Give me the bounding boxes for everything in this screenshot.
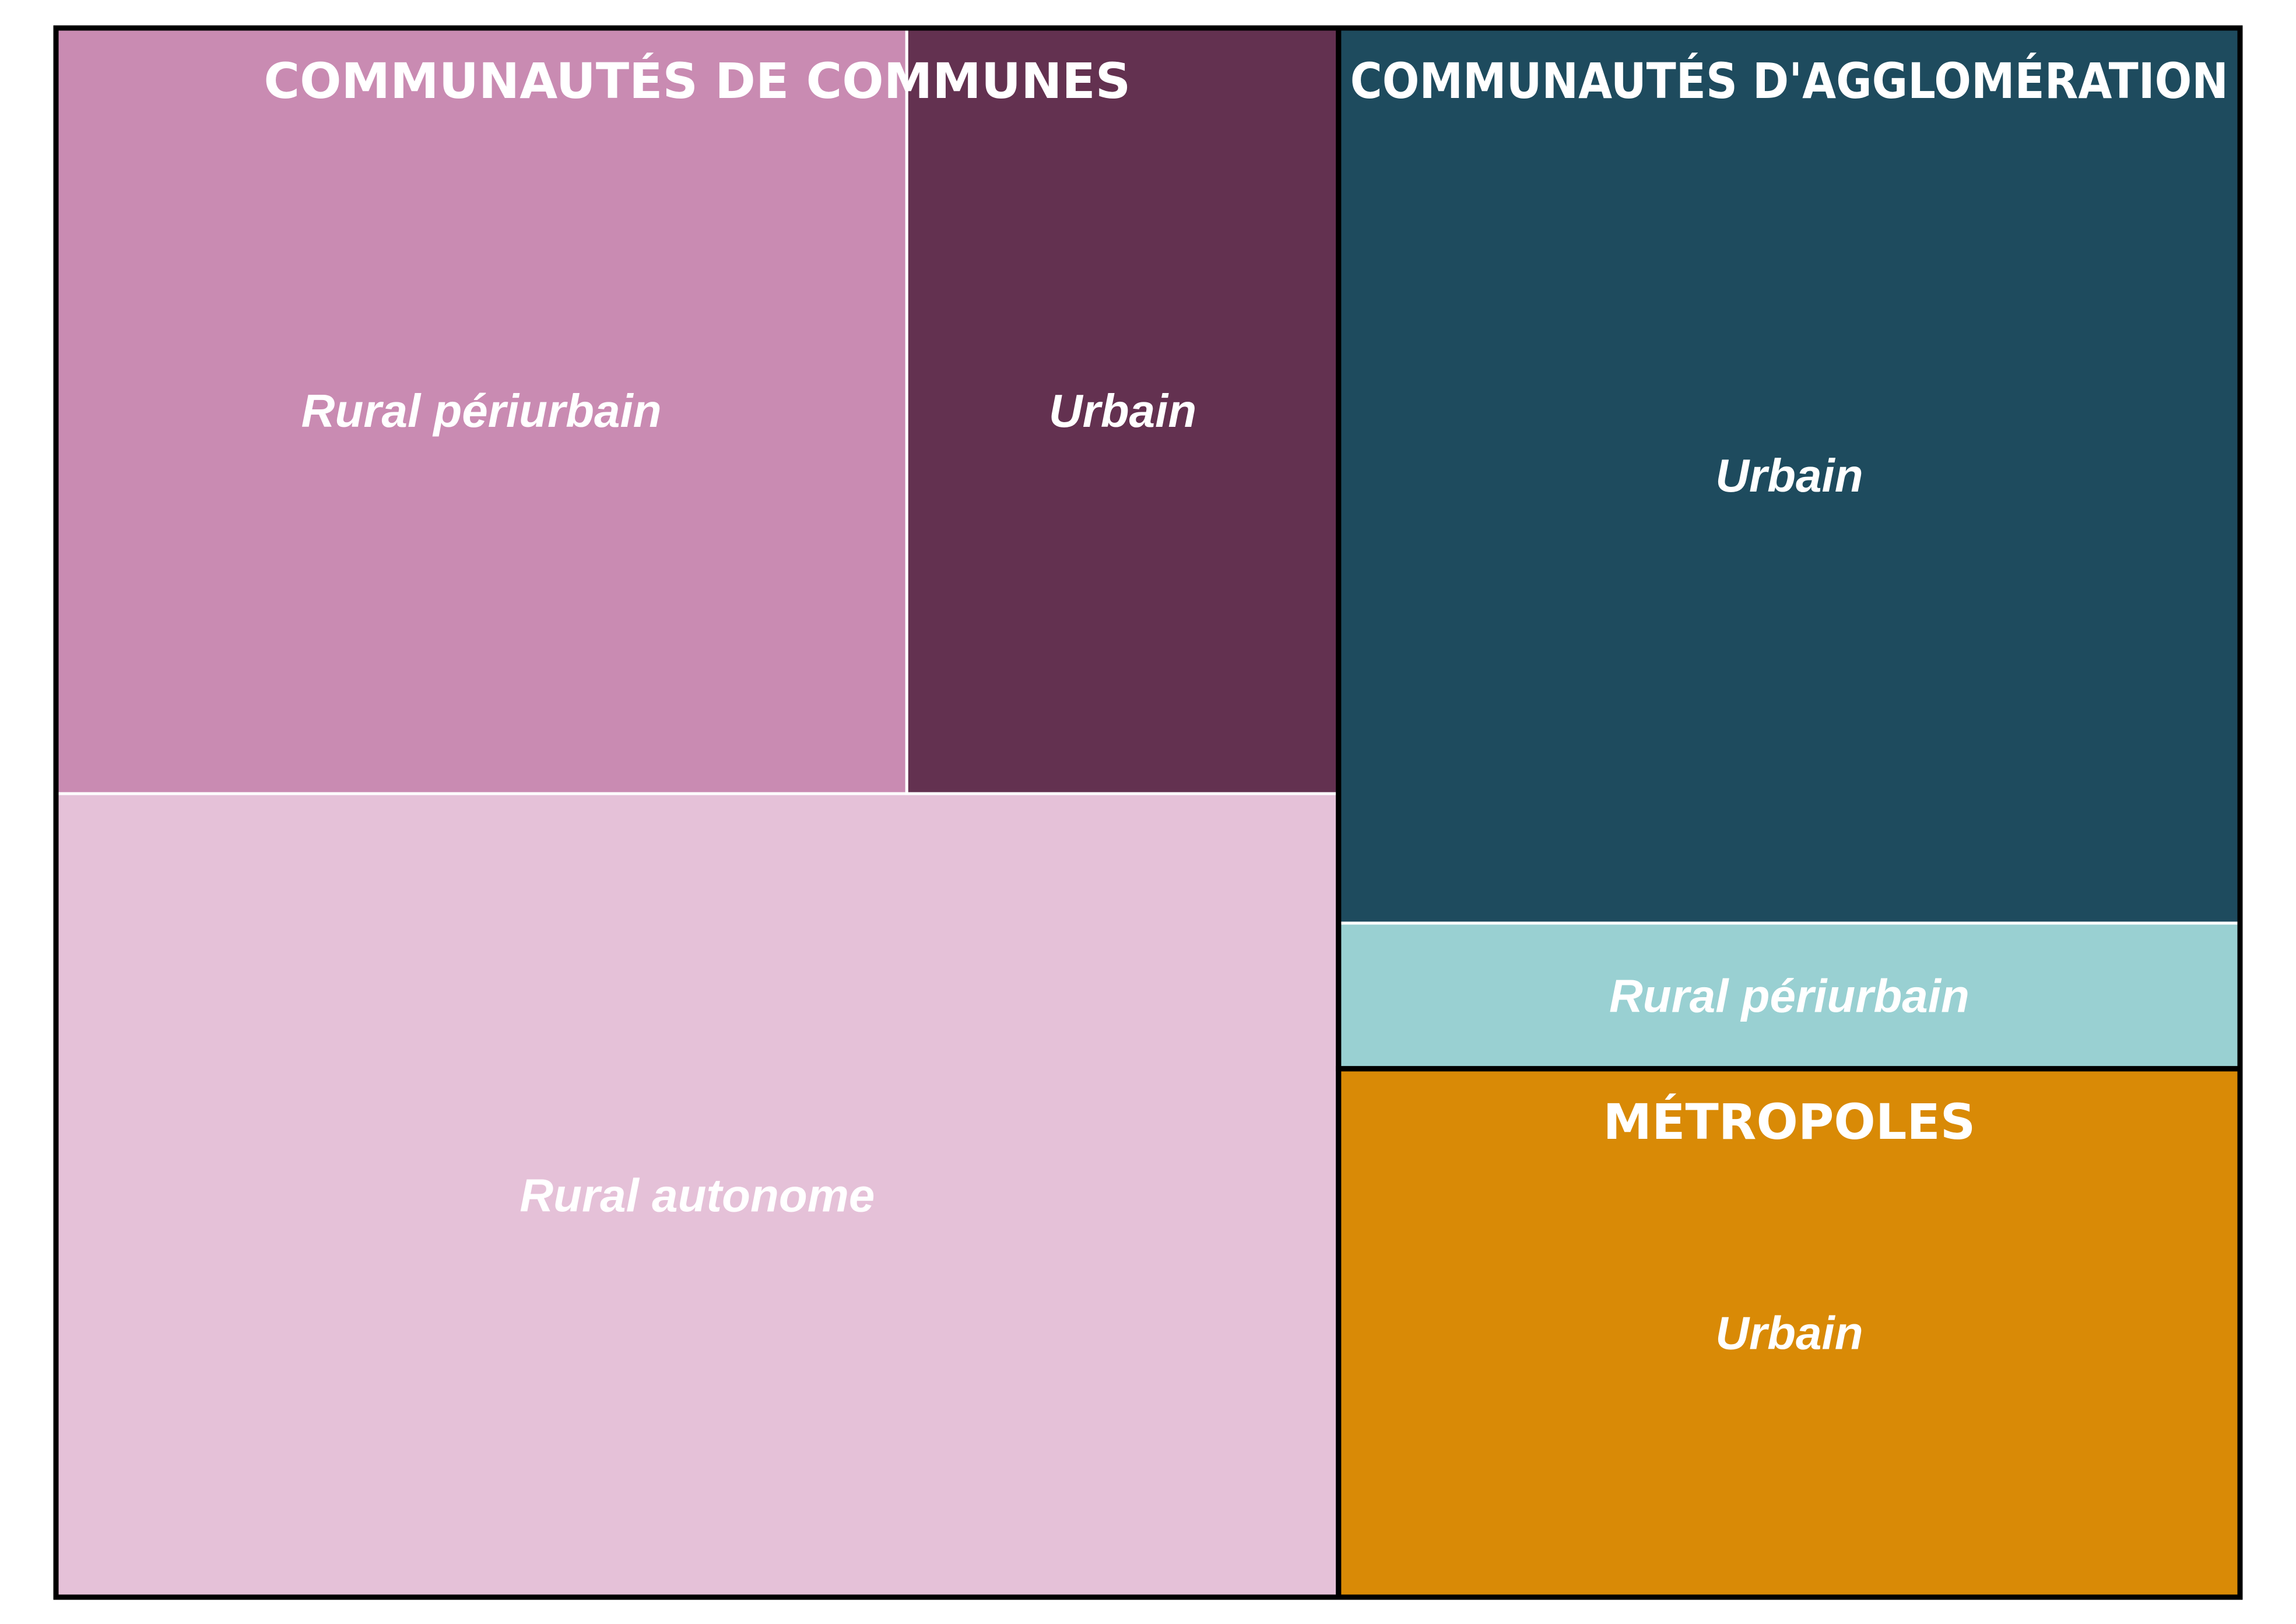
treemap-cell-label: Rural périurbain — [301, 385, 662, 437]
treemap-cell-metropoles-urbain — [1337, 1067, 2242, 1599]
treemap-cell-label: Rural périurbain — [1609, 970, 1969, 1022]
treemap-group-borders — [53, 25, 2243, 1600]
treemap-cell-communautes-d-agglomeration-rural-periurbain — [1337, 921, 2242, 1071]
treemap-cell-communautes-de-communes-rural-periurbain — [54, 26, 908, 795]
treemap-cell-communautes-de-communes-urbain — [905, 26, 1340, 795]
treemap-group-label: COMMUNAUTÉS D'AGGLOMÉRATION — [1350, 52, 2228, 110]
treemap-cell-label: Urbain — [1715, 1307, 1863, 1359]
treemap-cell-communautes-de-communes-rural-autonome — [54, 792, 1340, 1599]
treemap-cell-label: Rural autonome — [519, 1170, 875, 1222]
treemap-group-label: COMMUNAUTÉS DE COMMUNES — [264, 52, 1131, 110]
treemap-group-label: MÉTROPOLES — [1603, 1093, 1976, 1151]
treemap-cell-label: Urbain — [1049, 385, 1196, 437]
treemap-cell-label: Urbain — [1715, 450, 1863, 501]
treemap-cells — [54, 26, 2242, 1599]
treemap-cell-labels: Rural périurbain Urbain Rural autonome Urba… — [301, 385, 1969, 1359]
treemap-group-border-metropoles — [1336, 1066, 2243, 1600]
treemap-cell-communautes-d-agglomeration-urbain — [1337, 26, 2242, 925]
treemap-group-labels: COMMUNAUTÉS DE COMMUNES COMMUNAUTÉS D'AGG… — [264, 52, 2228, 1151]
